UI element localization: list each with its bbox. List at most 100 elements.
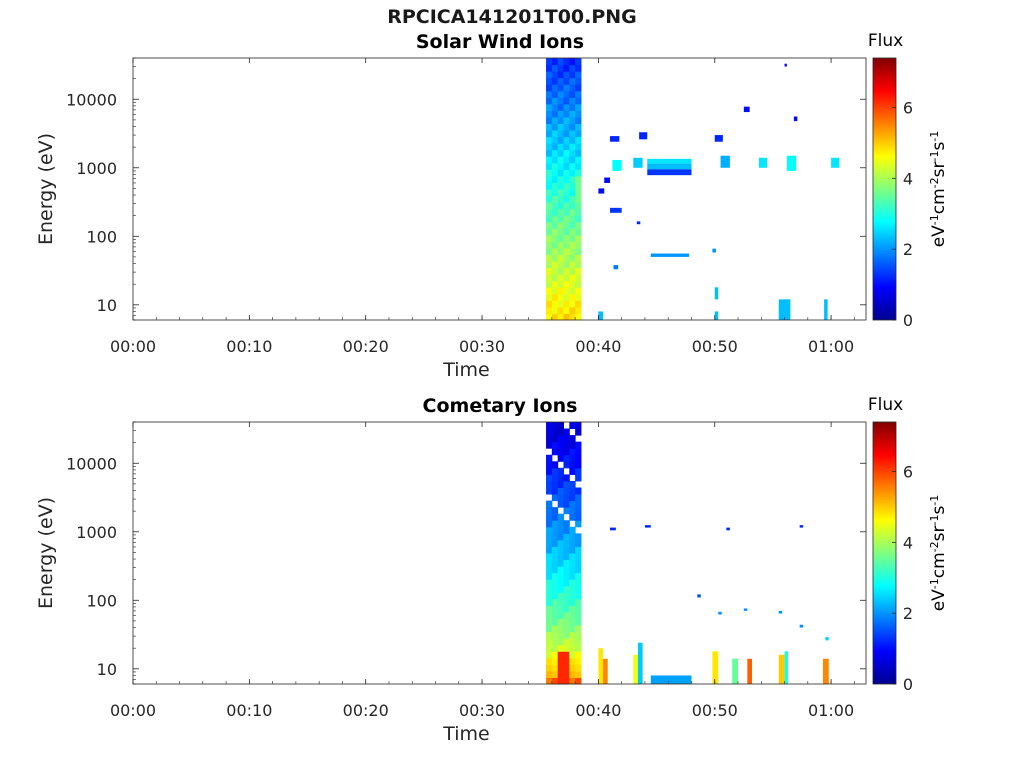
spectrogram-cell [569,572,576,580]
colorbar-title: Flux [868,395,903,415]
spectrogram-cell [551,553,559,561]
spectrogram-cell [546,638,553,646]
spectrogram-cell [546,507,553,515]
spectrogram-cell [557,313,564,321]
spectrogram-cell [557,553,564,561]
spectrogram-cell [575,559,582,567]
spectrogram-cell [557,90,564,98]
spectrogram-cell [551,241,559,249]
spectrogram-cell [569,494,576,502]
colorbar-tick-label: 0 [903,311,913,330]
panel-title: Solar Wind Ions [416,31,584,53]
spectrogram-cell [557,625,564,633]
spectrogram-cell [575,130,582,138]
spectrogram-cell [563,677,570,685]
axes-frame [132,421,867,685]
spectrogram-cell [546,215,553,223]
spectrogram-cell [551,149,559,157]
colorbar-unit-label: eV-1cm-2sr-1s-1 [928,495,950,612]
spectrogram-cell [546,566,553,574]
spectrogram-cell [563,474,570,482]
spectrogram-cell [551,306,559,314]
spectrogram-cell [563,234,570,242]
colorbar-tick-label: 0 [903,675,913,694]
spectrogram-cell [563,592,570,600]
spectrogram-cell [546,585,553,593]
colorbar-tick-label: 2 [903,604,913,623]
spectrogram-cell [546,454,553,462]
spectrogram-cell [575,313,582,321]
spectrogram-cell [569,77,576,85]
spectrogram-cell [546,77,553,85]
spectrogram-cell [575,58,582,66]
spectrogram-cell [546,533,553,541]
spectrogram-cell [557,300,564,308]
spectrogram-cell [575,110,582,118]
spectrogram-cell [569,513,576,521]
spectrogram-cell [575,221,582,229]
spectrogram-cell [551,467,559,475]
spectrogram-cell [551,84,559,92]
spectrogram-cell [557,480,564,488]
spectrogram-cell [557,274,564,282]
spectrogram-cell [551,480,559,488]
colorbar-tick-label: 6 [903,463,913,482]
spectrogram-cell [563,539,570,547]
spectrogram-cell [563,77,570,85]
spectrogram-cell [575,454,582,462]
spectrogram-cell [784,651,789,684]
spectrogram-cell [551,228,559,236]
spectrogram-cell [575,64,582,72]
spectrogram-cell [575,494,582,502]
spectrogram-cell [569,247,576,255]
spectrogram-cell [563,546,570,554]
spectrogram-cell [557,156,564,164]
spectrogram-cell [650,675,692,684]
spectrogram-cell [551,625,559,633]
spectrogram-cell [575,162,582,170]
spectrogram-cell [569,533,576,541]
spectrogram-cell [551,579,559,587]
spectrogram-cell [557,664,564,672]
spectrogram-cell [575,149,582,157]
spectrogram-cell [546,598,553,606]
spectrogram-cell [557,149,564,157]
spectrogram-cell [546,474,553,482]
spectrogram-cell [546,97,553,105]
spectrogram-cell [575,84,582,92]
spectrogram-cell [551,162,559,170]
spectrogram-cell [551,221,559,229]
spectrogram-cell [569,598,576,606]
spectrogram-cell [557,559,564,567]
spectrogram-cell [799,525,804,528]
spectrogram-cell [563,487,570,495]
spectrogram-cell [563,579,570,587]
spectrogram-cell [546,149,553,157]
cometary-ions-panel: 00:00 00:10 00:20 00:30 00:40 00:50 01:00 10 100… [35,395,949,745]
spectrogram-cell [551,526,559,534]
spectrogram-cell [546,247,553,255]
spectrogram-cell [557,208,564,216]
x-tick-label: 00:30 [459,701,505,720]
spectrogram-cell [546,182,553,190]
spectrogram-cell [563,559,570,567]
spectrogram-cell [551,110,559,118]
spectrogram-cell [637,642,643,684]
spectrogram-cell [557,97,564,105]
x-tick-label: 00:30 [459,337,505,356]
spectrogram-cell [575,605,582,613]
spectrogram-cell [636,221,641,225]
spectrogram-cell [793,116,798,122]
spectrogram-cell [569,605,576,613]
spectrogram-cell [563,123,570,131]
spectrogram-cell [546,435,553,443]
spectrogram-cell [557,267,564,275]
spectrogram-cell [598,311,604,320]
spectrogram-cell [546,677,553,685]
spectrogram-cell [551,202,559,210]
spectrogram-cell [569,287,576,295]
spectrogram-cell [575,441,582,449]
spectrogram-cell [551,605,559,613]
spectrogram-cell [575,116,582,124]
spectrogram-cell [563,664,570,672]
